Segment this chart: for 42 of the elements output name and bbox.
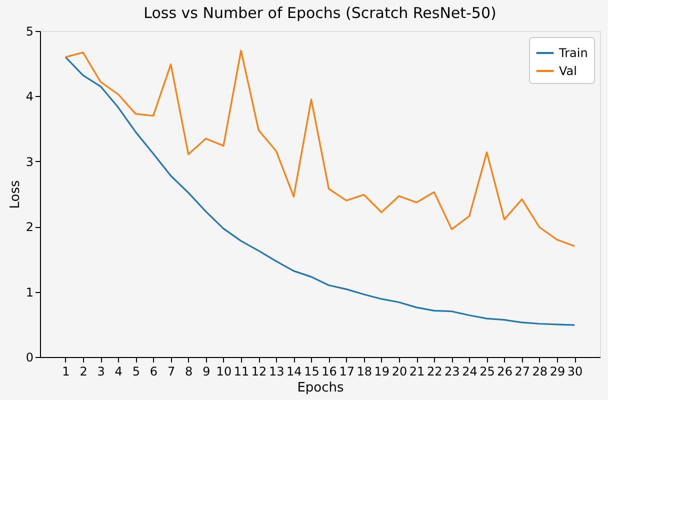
x-axis-title: Epochs bbox=[297, 380, 344, 396]
x-tick-label: 19 bbox=[374, 364, 390, 378]
x-tick-label: 24 bbox=[462, 364, 478, 378]
x-tick-label: 9 bbox=[202, 364, 210, 378]
x-tick-label: 3 bbox=[97, 364, 105, 378]
x-tick-label: 23 bbox=[444, 364, 460, 378]
x-tick-label: 26 bbox=[497, 364, 512, 378]
x-tick-label: 2 bbox=[80, 364, 88, 378]
chart-title: Loss vs Number of Epochs (Scratch ResNet-50) bbox=[144, 4, 496, 22]
y-tick-label: 0 bbox=[26, 350, 34, 364]
x-tick-label: 4 bbox=[114, 364, 122, 378]
x-tick-label: 22 bbox=[426, 364, 442, 378]
x-tick-label: 30 bbox=[567, 364, 583, 378]
x-tick-label: 14 bbox=[286, 364, 302, 378]
x-tick-label: 1 bbox=[62, 364, 70, 378]
x-tick-label: 16 bbox=[322, 364, 337, 378]
x-tick-label: 11 bbox=[234, 364, 250, 378]
x-tick-label: 25 bbox=[480, 364, 495, 378]
x-tick-label: 8 bbox=[185, 364, 193, 378]
x-tick-label: 28 bbox=[532, 364, 548, 378]
x-tick-label: 5 bbox=[132, 364, 140, 378]
x-tick-label: 6 bbox=[150, 364, 158, 378]
y-tick-label: 3 bbox=[26, 154, 34, 169]
x-tick-label: 27 bbox=[514, 364, 530, 378]
legend-label: Train bbox=[558, 46, 588, 60]
y-tick-label: 4 bbox=[26, 90, 34, 104]
x-tick-label: 7 bbox=[167, 364, 176, 378]
line-series bbox=[64, 56, 576, 326]
x-tick-label: 10 bbox=[216, 364, 232, 378]
x-tick-label: 20 bbox=[392, 364, 408, 378]
y-tick-label: 5 bbox=[26, 24, 34, 38]
y-tick-label: 1 bbox=[26, 285, 34, 300]
x-tick-label: 13 bbox=[268, 364, 284, 378]
x-tick-label: 12 bbox=[251, 364, 267, 378]
y-axis-title: Loss bbox=[8, 180, 23, 209]
x-tick-label: 21 bbox=[409, 364, 425, 378]
x-tick-label: 17 bbox=[339, 364, 354, 378]
legend-label: Val bbox=[559, 64, 577, 78]
y-tick-label: 2 bbox=[26, 220, 34, 234]
x-tick-label: 29 bbox=[550, 364, 566, 378]
x-tick-label: 18 bbox=[356, 364, 372, 378]
x-tick-label: 15 bbox=[304, 364, 320, 378]
